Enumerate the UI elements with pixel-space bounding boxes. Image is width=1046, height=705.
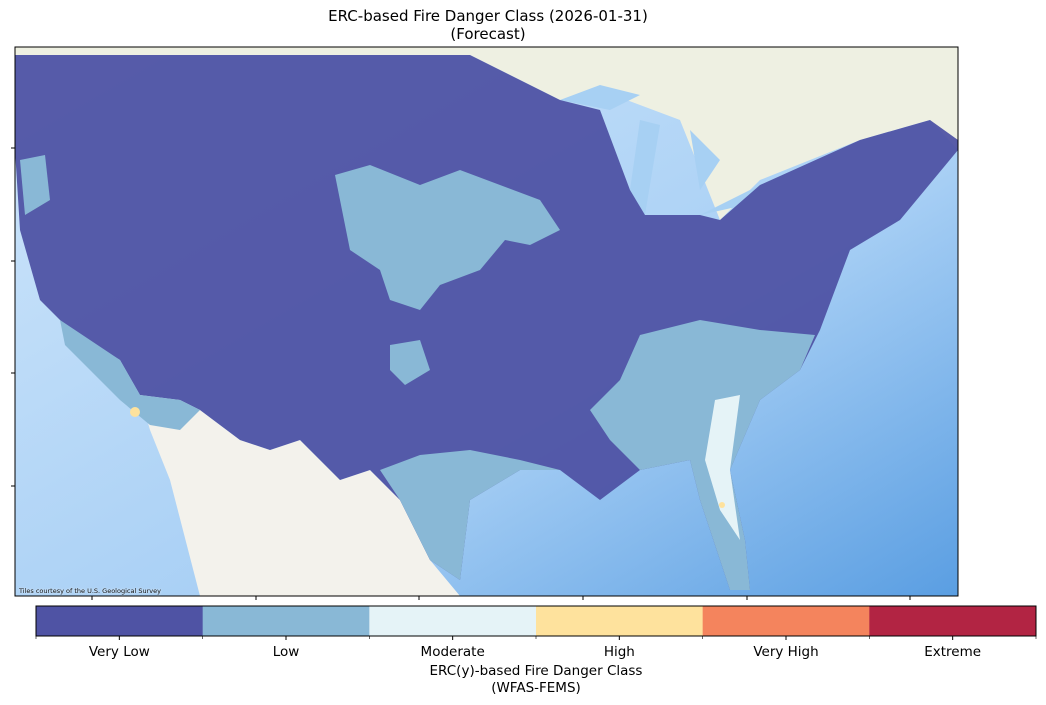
colorbar (35, 605, 1037, 640)
danger-high-spot (130, 407, 140, 417)
colorbar-swatch-moderate (369, 606, 537, 636)
colorbar-swatch-low (202, 606, 370, 636)
colorbar-subtitle: (WFAS-FEMS) (491, 680, 581, 696)
danger-moderate-southeast (705, 395, 740, 540)
map-title: ERC-based Fire Danger Class (2026-01-31) (328, 7, 648, 25)
colorbar-label: Low (272, 644, 300, 660)
map-frame (14, 46, 959, 597)
danger-low-plains (335, 165, 560, 310)
colorbar-label: High (603, 644, 635, 660)
tile-attribution: Tiles courtesy of the U.S. Geological Su… (19, 587, 161, 595)
axis-ticks (11, 147, 911, 600)
danger-low-texas (380, 450, 560, 580)
colorbar-label: Very High (753, 644, 819, 660)
danger-low-california (60, 320, 200, 430)
colorbar-title: ERC(y)-based Fire Danger Class (429, 663, 643, 679)
great-lakes (560, 85, 760, 215)
danger-low-newmexico (390, 340, 430, 385)
danger-high-spot (719, 502, 725, 508)
canada-land (15, 47, 958, 220)
colorbar-swatch-very-low (36, 606, 204, 636)
colorbar-label: Moderate (420, 644, 485, 660)
colorbar-swatch-extreme (869, 606, 1037, 636)
colorbar-border (35, 605, 1037, 637)
danger-low-washington (20, 155, 50, 215)
colorbar-label: Extreme (924, 644, 982, 660)
map-subtitle: (Forecast) (450, 25, 526, 43)
mexico-land (140, 395, 460, 596)
colorbar-swatch-very-high (702, 606, 870, 636)
danger-low-southeast (590, 320, 815, 590)
colorbar-swatch-high (536, 606, 704, 636)
colorbar-label: Very Low (88, 644, 150, 660)
